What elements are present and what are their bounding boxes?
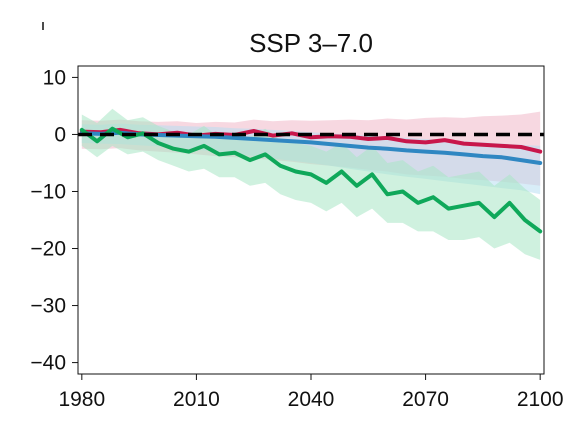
y-tick-label: 0 xyxy=(54,123,66,146)
series-3-band xyxy=(81,108,541,260)
y-tick-label: −10 xyxy=(30,180,66,203)
axes: 1980 2010 2040 2070 2100 10 0 −10 −20 −30 −40 xyxy=(30,65,564,411)
x-tick-label: 2070 xyxy=(402,388,449,411)
plot-area xyxy=(78,108,544,260)
x-tick-label: 2100 xyxy=(517,388,564,411)
chart-title: SSP 3–7.0 xyxy=(249,28,373,58)
y-tick-label: 10 xyxy=(43,66,66,89)
y-tick-label: −20 xyxy=(30,238,66,261)
x-tick-label: 1980 xyxy=(58,388,105,411)
y-tick-label: −40 xyxy=(30,352,66,375)
plot-content xyxy=(78,108,544,260)
series-2-line xyxy=(79,130,543,165)
x-tick-label: 2040 xyxy=(288,388,335,411)
series-3-line xyxy=(79,126,543,234)
x-tick-label: 2010 xyxy=(173,388,220,411)
y-tick-label: −30 xyxy=(30,295,66,318)
